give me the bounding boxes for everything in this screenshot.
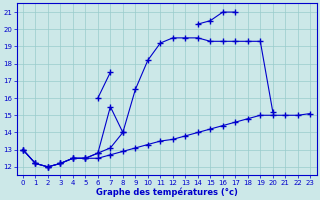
X-axis label: Graphe des températures (°c): Graphe des températures (°c) [96,187,237,197]
